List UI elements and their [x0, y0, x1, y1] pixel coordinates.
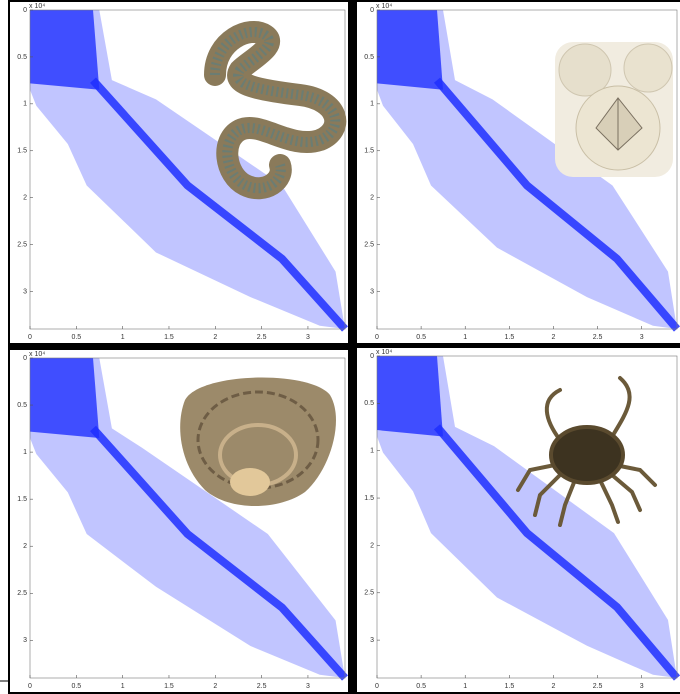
y-tick-label: 0.5	[17, 54, 27, 61]
barnacle-image	[555, 42, 673, 177]
y-tick-label: 1	[370, 448, 374, 455]
x-tick-label: 1.5	[164, 334, 174, 341]
x-tick-label: 2.5	[257, 683, 267, 690]
y-tick-label: 0	[370, 353, 374, 360]
x-tick-label: 0	[375, 334, 379, 341]
x-tick-label: 2	[552, 683, 556, 690]
y-tick-label: 1.5	[17, 148, 27, 155]
y-tick-label: 1	[370, 101, 374, 108]
exponent-label: x 10⁴	[29, 351, 45, 358]
y-tick-label: 3	[370, 288, 374, 295]
nonzero-block	[377, 10, 443, 90]
y-tick-label: 3	[23, 288, 27, 295]
x-tick-label: 0.5	[71, 334, 81, 341]
exponent-label: x 10⁴	[376, 3, 392, 10]
x-tick-label: 1	[121, 683, 125, 690]
x-tick-label: 0	[28, 683, 32, 690]
y-tick-label: 0.5	[17, 402, 27, 409]
x-tick-label: 0.5	[71, 683, 81, 690]
x-tick-label: 2.5	[593, 334, 603, 341]
y-tick-label: 1	[23, 101, 27, 108]
y-tick-label: 2	[23, 194, 27, 201]
y-tick-label: 0.5	[364, 54, 374, 61]
x-tick-label: 2	[213, 683, 217, 690]
x-tick-label: 1	[121, 334, 125, 341]
y-tick-label: 2.5	[17, 590, 27, 597]
x-tick-label: 1.5	[164, 683, 174, 690]
y-tick-label: 3	[370, 637, 374, 644]
figure: 00.511.522.5300.511.522.53x 10⁴00.511.52…	[0, 0, 680, 694]
x-tick-label: 3	[306, 683, 310, 690]
y-tick-label: 2	[370, 542, 374, 549]
y-tick-label: 2.5	[364, 590, 374, 597]
y-tick-label: 0	[23, 355, 27, 362]
x-tick-label: 0.5	[416, 334, 426, 341]
x-tick-label: 1	[463, 683, 467, 690]
y-tick-label: 0	[23, 7, 27, 14]
nonzero-block	[30, 358, 99, 438]
x-tick-label: 0	[28, 334, 32, 341]
nonzero-block	[377, 356, 443, 437]
x-tick-label: 3	[640, 334, 644, 341]
nonzero-block	[30, 10, 99, 90]
y-tick-label: 2	[370, 194, 374, 201]
exponent-label: x 10⁴	[376, 349, 392, 356]
x-tick-label: 2	[552, 334, 556, 341]
x-tick-label: 3	[640, 683, 644, 690]
y-tick-label: 0	[370, 7, 374, 14]
y-tick-label: 1.5	[364, 495, 374, 502]
x-tick-label: 0.5	[416, 683, 426, 690]
x-tick-label: 1	[463, 334, 467, 341]
y-tick-label: 0.5	[364, 400, 374, 407]
x-tick-label: 1.5	[504, 683, 514, 690]
y-tick-label: 1	[23, 449, 27, 456]
y-tick-label: 2	[23, 543, 27, 550]
y-tick-label: 1.5	[17, 496, 27, 503]
y-tick-label: 2.5	[364, 241, 374, 248]
x-tick-label: 3	[306, 334, 310, 341]
x-tick-label: 2	[213, 334, 217, 341]
x-tick-label: 2.5	[257, 334, 267, 341]
x-tick-label: 1.5	[504, 334, 514, 341]
x-tick-label: 0	[375, 683, 379, 690]
y-tick-label: 2.5	[17, 241, 27, 248]
x-tick-label: 2.5	[593, 683, 603, 690]
exponent-label: x 10⁴	[29, 3, 45, 10]
y-tick-label: 1.5	[364, 148, 374, 155]
y-tick-label: 3	[23, 637, 27, 644]
